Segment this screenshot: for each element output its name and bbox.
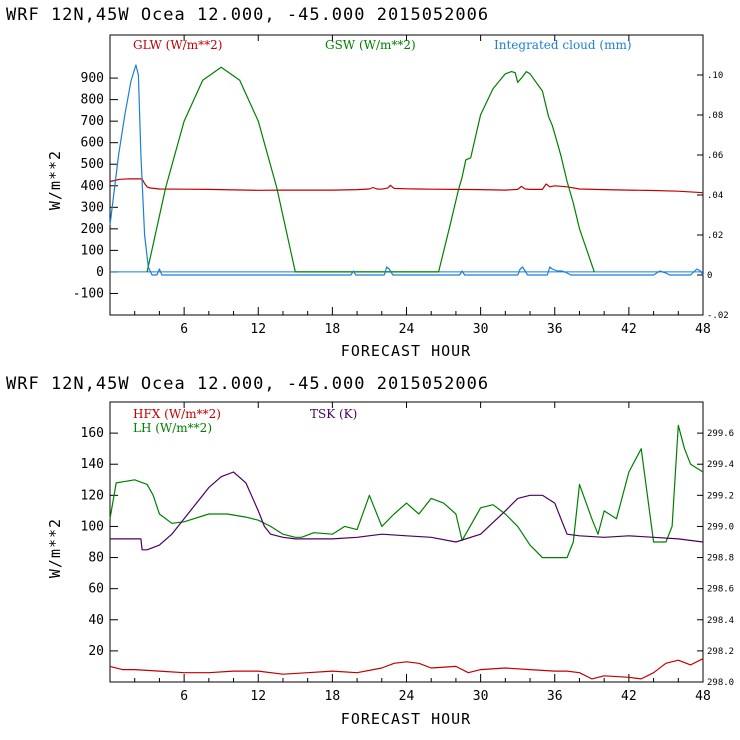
bottom-chart: WRF 12N,45W Ocea 12.000, -45.000 2015052… — [6, 374, 734, 728]
y2-tick-label: .02 — [707, 231, 723, 241]
y2-tick-label: 299.4 — [707, 460, 734, 470]
y2-tick-label: 298.0 — [707, 678, 734, 688]
y2-tick-label: -.02 — [707, 311, 729, 321]
x-tick-label: 30 — [473, 322, 489, 337]
y-tick-label: 40 — [88, 613, 104, 628]
y-tick-label: 100 — [81, 243, 104, 258]
y2-tick-label: 299.6 — [707, 429, 734, 439]
y-tick-label: 600 — [81, 136, 104, 151]
series-line-1-0 — [109, 658, 704, 680]
y2-tick-label: 298.4 — [707, 616, 734, 626]
y-tick-label: 80 — [88, 551, 104, 566]
bottom-chart-title: WRF 12N,45W Ocea 12.000, -45.000 2015052… — [6, 374, 489, 394]
y-tick-label: 100 — [81, 519, 104, 534]
x-tick-label: 48 — [695, 689, 711, 704]
top-y-axis-label: W/m**2 — [46, 150, 64, 210]
x-tick-label: 36 — [547, 689, 563, 704]
x-tick-label: 24 — [399, 689, 415, 704]
x-tick-label: 42 — [621, 689, 637, 704]
x-tick-label: 12 — [250, 689, 266, 704]
y2-tick-label: 299.0 — [707, 522, 734, 532]
y-tick-label: 400 — [81, 179, 104, 194]
top-axes: 6 12 18 24 30 36 42 48 -100 0 100 200 300 400 500 600 70… — [73, 35, 729, 337]
x-tick-label: 24 — [399, 322, 415, 337]
legend-glw: GLW (W/m**2) — [133, 38, 222, 52]
bottom-x-axis-label: FORECAST HOUR — [341, 710, 471, 728]
series-line-1-2 — [110, 471, 704, 551]
x-tick-label: 12 — [250, 322, 266, 337]
bottom-series — [109, 424, 704, 680]
x-tick-label: 18 — [325, 322, 341, 337]
x-tick-label: 18 — [325, 689, 341, 704]
legend-hfx: HFX (W/m**2) — [133, 407, 221, 421]
series-line-0-1 — [146, 66, 595, 273]
y2-tick-label: 298.6 — [707, 585, 734, 595]
top-chart: WRF 12N,45W Ocea 12.000, -45.000 2015052… — [6, 5, 729, 360]
y-tick-label: 900 — [81, 71, 104, 86]
y2-tick-label: 298.2 — [707, 647, 734, 657]
x-tick-label: 30 — [473, 689, 489, 704]
y2-tick-label: .04 — [707, 191, 723, 201]
y2-tick-label: 298.8 — [707, 554, 734, 564]
bottom-plot-frame — [109, 401, 704, 683]
y-tick-label: 800 — [81, 93, 104, 108]
y-tick-label: 60 — [88, 582, 104, 597]
y2-tick-label: 299.2 — [707, 491, 734, 501]
top-plot-frame — [109, 34, 704, 316]
y-tick-label: -100 — [73, 286, 104, 301]
y-tick-label: 300 — [81, 200, 104, 215]
top-x-axis-label: FORECAST HOUR — [341, 342, 471, 360]
y2-tick-label: 0 — [707, 271, 712, 281]
y-tick-label: 160 — [81, 426, 104, 441]
legend-cloud: Integrated cloud (mm) — [494, 38, 632, 52]
y-tick-label: 140 — [81, 457, 104, 472]
y2-tick-label: .08 — [707, 111, 723, 121]
legend-gsw: GSW (W/m**2) — [325, 38, 416, 52]
series-line-1-1 — [109, 424, 704, 559]
x-tick-label: 6 — [180, 689, 188, 704]
series-line-0-0 — [109, 178, 704, 194]
y-tick-label: 200 — [81, 222, 104, 237]
bottom-y-axis-label: W/m**2 — [46, 518, 64, 578]
top-series — [109, 64, 704, 276]
y-tick-label: 0 — [96, 265, 104, 280]
legend-lh: LH (W/m**2) — [133, 421, 212, 435]
bottom-axes: 6 12 18 24 30 36 42 48 20 40 60 80 100 120 140 160 298.0… — [81, 402, 734, 704]
x-tick-label: 48 — [695, 322, 711, 337]
y-tick-label: 700 — [81, 114, 104, 129]
y-tick-label: 20 — [88, 644, 104, 659]
legend-tsk: TSK (K) — [310, 407, 357, 421]
top-chart-title: WRF 12N,45W Ocea 12.000, -45.000 2015052… — [6, 5, 489, 25]
series-line-0-2 — [109, 64, 704, 276]
y-tick-label: 500 — [81, 157, 104, 172]
y2-tick-label: .10 — [707, 71, 723, 81]
y2-tick-label: .06 — [707, 151, 723, 161]
y-tick-label: 120 — [81, 488, 104, 503]
x-tick-label: 42 — [621, 322, 637, 337]
x-tick-label: 36 — [547, 322, 563, 337]
x-tick-label: 6 — [180, 322, 188, 337]
